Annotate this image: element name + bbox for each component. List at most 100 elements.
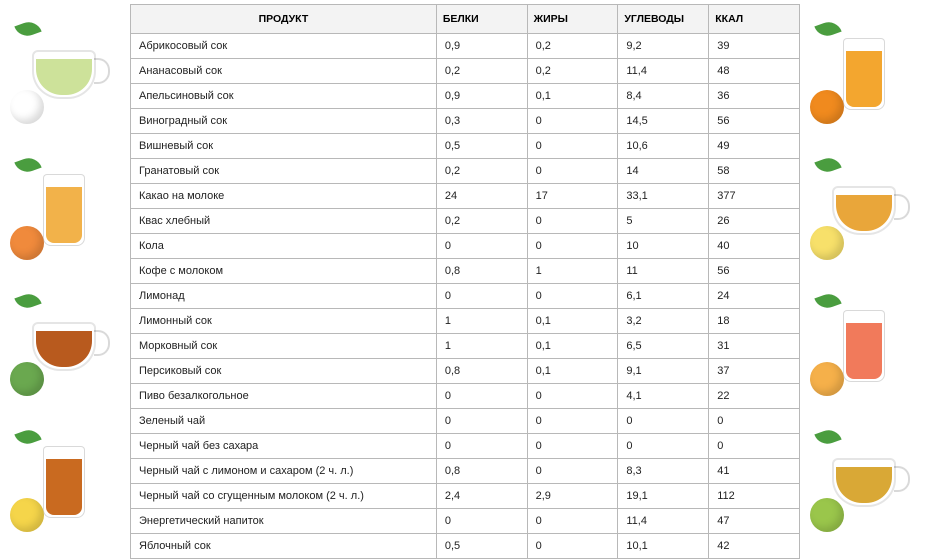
value-cell: 0	[436, 234, 527, 259]
value-cell: 0,2	[527, 34, 618, 59]
table-row: Вишневый сок0,5010,649	[131, 134, 800, 159]
value-cell: 112	[709, 484, 800, 509]
product-name-cell: Кофе с молоком	[131, 259, 437, 284]
value-cell: 0,2	[527, 59, 618, 84]
value-cell: 0	[527, 284, 618, 309]
table-row: Апельсиновый сок0,90,18,436	[131, 84, 800, 109]
table-row: Гранатовый сок0,201458	[131, 159, 800, 184]
value-cell: 0	[436, 434, 527, 459]
value-cell: 0	[436, 509, 527, 534]
value-cell: 1	[436, 334, 527, 359]
value-cell: 47	[709, 509, 800, 534]
product-name-cell: Какао на молоке	[131, 184, 437, 209]
value-cell: 0	[527, 434, 618, 459]
table-row: Виноградный сок0,3014,556	[131, 109, 800, 134]
value-cell: 0	[527, 234, 618, 259]
value-cell: 377	[709, 184, 800, 209]
col-header-carbs: УГЛЕВОДЫ	[618, 5, 709, 34]
value-cell: 58	[709, 159, 800, 184]
value-cell: 1	[436, 309, 527, 334]
table-row: Лимонный сок10,13,218	[131, 309, 800, 334]
value-cell: 10	[618, 234, 709, 259]
value-cell: 0	[527, 409, 618, 434]
value-cell: 0,5	[436, 134, 527, 159]
value-cell: 36	[709, 84, 800, 109]
product-name-cell: Морковный сок	[131, 334, 437, 359]
value-cell: 24	[709, 284, 800, 309]
lemon-tea-glass-icon	[804, 150, 924, 270]
value-cell: 0	[527, 209, 618, 234]
product-name-cell: Энергетический напиток	[131, 509, 437, 534]
value-cell: 14,5	[618, 109, 709, 134]
value-cell: 1	[527, 259, 618, 284]
value-cell: 56	[709, 259, 800, 284]
value-cell: 42	[709, 534, 800, 559]
product-name-cell: Черный чай с лимоном и сахаром (2 ч. л.)	[131, 459, 437, 484]
col-header-kcal: ККАЛ	[709, 5, 800, 34]
product-name-cell: Пиво безалкогольное	[131, 384, 437, 409]
value-cell: 0	[436, 409, 527, 434]
value-cell: 17	[527, 184, 618, 209]
value-cell: 0,1	[527, 334, 618, 359]
value-cell: 11,4	[618, 509, 709, 534]
value-cell: 0	[436, 284, 527, 309]
col-header-product: ПРОДУКТ	[131, 5, 437, 34]
value-cell: 0	[527, 509, 618, 534]
table-row: Морковный сок10,16,531	[131, 334, 800, 359]
value-cell: 2,4	[436, 484, 527, 509]
value-cell: 0,5	[436, 534, 527, 559]
table-row: Какао на молоке241733,1377	[131, 184, 800, 209]
value-cell: 0,1	[527, 309, 618, 334]
table-row: Зеленый чай0000	[131, 409, 800, 434]
value-cell: 0	[527, 534, 618, 559]
value-cell: 56	[709, 109, 800, 134]
grapefruit-juice-icon	[804, 286, 924, 406]
product-name-cell: Кола	[131, 234, 437, 259]
value-cell: 0	[618, 434, 709, 459]
value-cell: 11,4	[618, 59, 709, 84]
value-cell: 8,4	[618, 84, 709, 109]
col-header-fat: ЖИРЫ	[527, 5, 618, 34]
value-cell: 33,1	[618, 184, 709, 209]
product-name-cell: Персиковый сок	[131, 359, 437, 384]
apple-juice-icon	[804, 422, 924, 542]
table-row: Кофе с молоком0,811156	[131, 259, 800, 284]
value-cell: 0	[527, 384, 618, 409]
value-cell: 9,1	[618, 359, 709, 384]
value-cell: 0,9	[436, 34, 527, 59]
product-name-cell: Черный чай без сахара	[131, 434, 437, 459]
value-cell: 0	[527, 159, 618, 184]
value-cell: 49	[709, 134, 800, 159]
product-name-cell: Абрикосовый сок	[131, 34, 437, 59]
value-cell: 10,6	[618, 134, 709, 159]
table-header-row: ПРОДУКТ БЕЛКИ ЖИРЫ УГЛЕВОДЫ ККАЛ	[131, 5, 800, 34]
nutrition-table: ПРОДУКТ БЕЛКИ ЖИРЫ УГЛЕВОДЫ ККАЛ Абрикос…	[130, 4, 800, 559]
product-name-cell: Гранатовый сок	[131, 159, 437, 184]
value-cell: 0	[527, 459, 618, 484]
black-tea-icon	[4, 286, 124, 406]
value-cell: 0,3	[436, 109, 527, 134]
table-row: Персиковый сок0,80,19,137	[131, 359, 800, 384]
value-cell: 3,2	[618, 309, 709, 334]
product-name-cell: Ананасовый сок	[131, 59, 437, 84]
product-name-cell: Черный чай со сгущенным молоком (2 ч. л.…	[131, 484, 437, 509]
table-row: Кола001040	[131, 234, 800, 259]
value-cell: 14	[618, 159, 709, 184]
value-cell: 41	[709, 459, 800, 484]
value-cell: 6,1	[618, 284, 709, 309]
value-cell: 8,3	[618, 459, 709, 484]
value-cell: 37	[709, 359, 800, 384]
value-cell: 9,2	[618, 34, 709, 59]
table-row: Черный чай с лимоном и сахаром (2 ч. л.)…	[131, 459, 800, 484]
peach-juice-icon	[4, 150, 124, 270]
table-row: Лимонад006,124	[131, 284, 800, 309]
value-cell: 0	[618, 409, 709, 434]
value-cell: 6,5	[618, 334, 709, 359]
table-row: Квас хлебный0,20526	[131, 209, 800, 234]
value-cell: 0,8	[436, 259, 527, 284]
value-cell: 0,1	[527, 359, 618, 384]
value-cell: 0,2	[436, 209, 527, 234]
value-cell: 0	[527, 134, 618, 159]
value-cell: 22	[709, 384, 800, 409]
value-cell: 48	[709, 59, 800, 84]
